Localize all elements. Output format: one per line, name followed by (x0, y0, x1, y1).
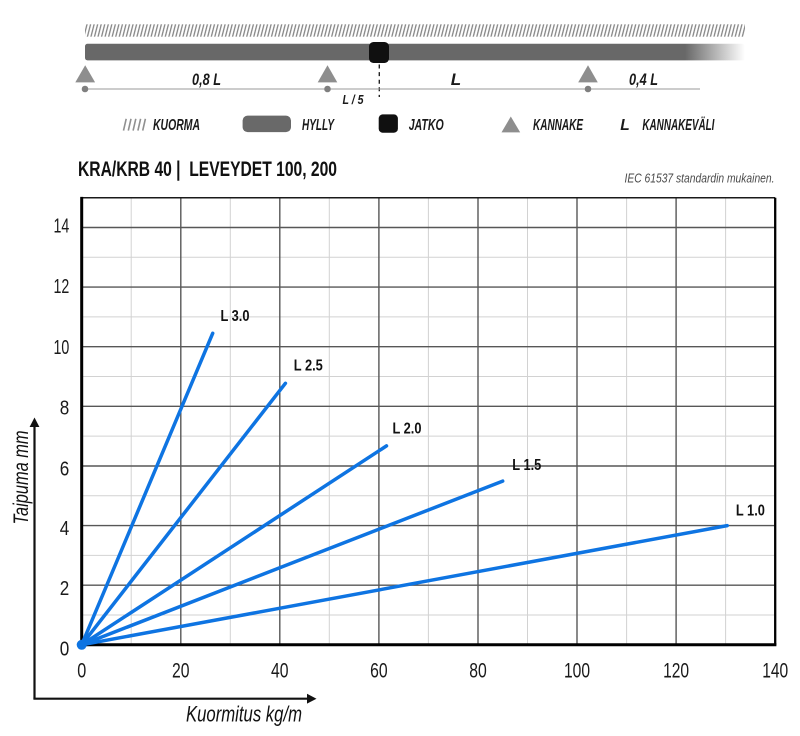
svg-text:100: 100 (564, 660, 590, 683)
svg-text:JATKO: JATKO (409, 117, 444, 134)
svg-text:0: 0 (77, 660, 86, 683)
svg-text:80: 80 (469, 660, 487, 683)
svg-text:140: 140 (762, 660, 788, 683)
svg-text:40: 40 (271, 660, 289, 683)
svg-text:Kuormitus kg/m: Kuormitus kg/m (186, 702, 302, 727)
svg-text:14: 14 (54, 216, 70, 238)
svg-text:KANNAKEVÄLI: KANNAKEVÄLI (642, 117, 714, 134)
svg-text:4: 4 (60, 518, 70, 540)
svg-text:6: 6 (60, 458, 70, 480)
svg-text:KRA/KRB 40 | LEVEYDET 100, 20: KRA/KRB 40 | LEVEYDET 100, 200 (78, 158, 337, 181)
svg-text:L: L (620, 117, 629, 134)
svg-text:20: 20 (172, 660, 190, 683)
svg-text:L 2.5: L 2.5 (294, 358, 323, 375)
svg-text:L: L (451, 70, 461, 89)
svg-text:HYLLY: HYLLY (302, 117, 335, 134)
svg-text:2: 2 (60, 578, 70, 600)
svg-text:12: 12 (54, 276, 70, 298)
svg-text:KANNAKE: KANNAKE (533, 117, 583, 134)
svg-text:8: 8 (60, 398, 70, 420)
svg-text:0: 0 (60, 639, 70, 661)
svg-text:120: 120 (663, 660, 689, 683)
svg-text:10: 10 (54, 337, 70, 359)
svg-text:L 2.0: L 2.0 (393, 421, 422, 438)
svg-text:0,8 L: 0,8 L (192, 70, 221, 89)
svg-text:L / 5: L / 5 (343, 92, 365, 107)
svg-text:IEC 61537 standardin mukainen.: IEC 61537 standardin mukainen. (625, 171, 775, 186)
svg-text:L 1.0: L 1.0 (736, 502, 765, 519)
svg-text:60: 60 (370, 660, 388, 683)
svg-text:L 3.0: L 3.0 (221, 308, 250, 325)
svg-text:KUORMA: KUORMA (153, 117, 200, 134)
svg-text:L 1.5: L 1.5 (512, 457, 541, 474)
svg-text:0,4 L: 0,4 L (629, 70, 658, 89)
svg-text:Taipuma mm: Taipuma mm (10, 431, 33, 525)
